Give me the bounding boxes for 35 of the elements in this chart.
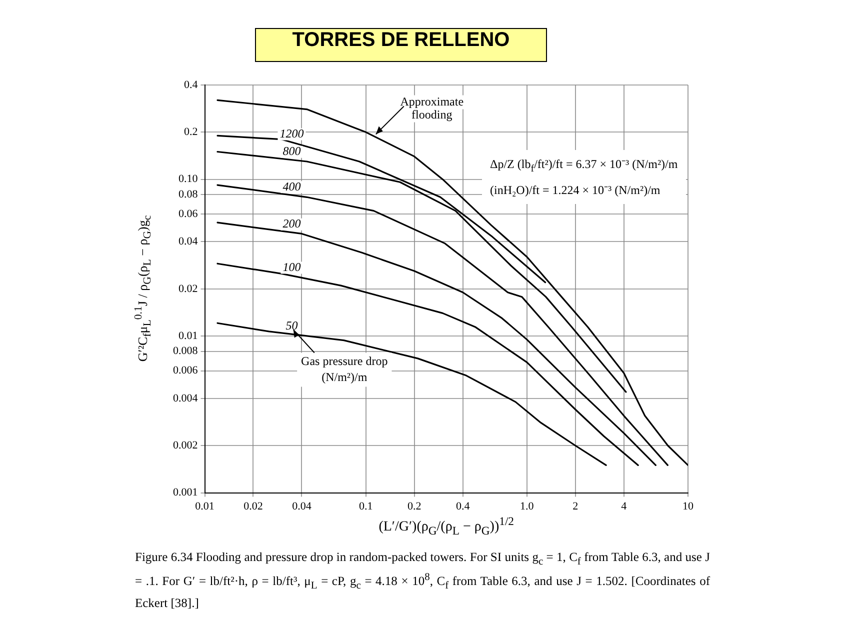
y-tick-label: 0.2: [184, 126, 198, 138]
y-tick-label: 0.008: [173, 345, 198, 358]
series-label: 800: [282, 144, 301, 158]
y-tick-label: 0.06: [178, 208, 198, 220]
series-label: 200: [282, 216, 301, 231]
x-tick-label: 0.02: [244, 500, 263, 512]
x-tick-label: 10: [682, 500, 694, 512]
y-tick-label: 0.4: [184, 78, 198, 91]
x-tick-label: 0.2: [407, 500, 422, 512]
y-tick-label: 0.006: [173, 364, 198, 377]
y-tick-label: 0.004: [173, 392, 198, 404]
x-axis-title: (L′/G′)(ρ$_{G}$/(ρ$_{L}$ − ρ$_{G}$))$^{1/2}$: [378, 514, 516, 538]
annotation: Δp/Z (lb$_{f}$/ft²)/ft = 6.37 × 10⁻³ (N/m²)/m (inH₂O)/ft = 1.224 × 10⁻³ (N/m²)/m: [482, 150, 686, 204]
y-tick-label: 0.08: [178, 188, 198, 200]
x-tick-label: 0.1: [358, 500, 373, 512]
x-tick-label: 4: [621, 500, 628, 512]
x-tick-label: 0.01: [195, 500, 214, 512]
series-label: 400: [282, 179, 301, 194]
x-tick-label: 2: [572, 500, 578, 512]
series-label: 1200: [280, 126, 304, 140]
chart-title: TORRES DE RELLENO: [255, 28, 547, 62]
x-tick-label: 1.0: [520, 500, 534, 512]
y-tick-label: 0.01: [178, 330, 198, 342]
text: Figure 6.34 Flooding and pressure drop in random-packed towers. For SI units g$_{c}$ = 1, C$_{f}$ from Table 6.3, and use J = .1. For G′ = lb/ft²·h, ρ = lb/ft³, μ$_{L}$ = cP, g$_{c}$ = 4.18 × 10$^{8}$, C$_{f}$ from Table 6.3, and use J = 1.502. [Coordinates of Eckert [38].]: [135, 550, 710, 610]
y-tick-label: 0.04: [178, 236, 198, 248]
series-label: 50: [286, 318, 298, 332]
x-tick-label: 0.04: [292, 500, 312, 512]
annotation: Gas pressure drop (N/m²)/m: [301, 354, 388, 384]
text: Approximate flooding: [400, 94, 464, 122]
series-label: 100: [282, 260, 301, 274]
y-tick-label: 0.10: [178, 173, 198, 186]
y-tick-label: 0.002: [173, 440, 198, 452]
y-tick-label: 0.001: [173, 486, 198, 499]
x-tick-label: 0.4: [456, 500, 470, 512]
y-tick-label: 0.02: [178, 282, 198, 295]
